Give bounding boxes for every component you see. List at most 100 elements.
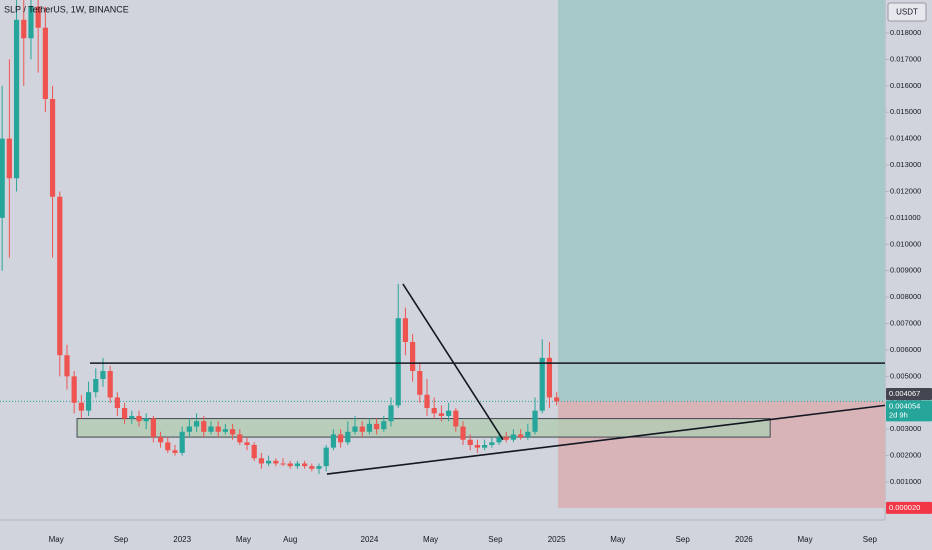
candle-body: [446, 410, 452, 416]
candle-body: [410, 342, 416, 372]
candle-body: [496, 437, 502, 443]
y-tick-label: 0.003000: [890, 424, 921, 433]
y-tick-label: 0.013000: [890, 160, 921, 169]
candle-body: [114, 397, 120, 409]
candle-body: [474, 444, 481, 448]
candle-body: [28, 6, 34, 39]
x-tick-label: May: [423, 535, 438, 544]
candle-body: [49, 99, 56, 197]
candle-body: [215, 426, 221, 432]
unit-box[interactable]: [887, 2, 927, 22]
x-tick-label: May: [798, 535, 813, 544]
candle-body: [431, 408, 437, 414]
candle-body: [85, 392, 92, 411]
candle-body: [21, 19, 27, 39]
x-tick-label: Sep: [676, 535, 691, 544]
y-tick-label: 0.018000: [890, 28, 921, 37]
candle-body: [489, 442, 495, 445]
candle-body: [179, 431, 185, 453]
y-tick-label: 0.014000: [890, 134, 921, 143]
trend-line: [326, 404, 886, 475]
candle-body: [42, 27, 48, 100]
x-tick-label: 2025: [548, 535, 566, 544]
candle-body: [424, 394, 430, 409]
drawings: [0, 0, 885, 508]
candle-body: [503, 437, 509, 440]
candle-body: [193, 421, 200, 427]
countdown: 2d 9h: [889, 410, 908, 419]
candle-body: [273, 460, 279, 464]
candle-body: [251, 444, 257, 459]
candle-body: [366, 423, 373, 432]
candle-body: [78, 402, 84, 411]
y-tick-label: 0.008000: [890, 292, 921, 301]
candle-body: [330, 434, 337, 448]
price-tag: [886, 501, 932, 514]
candle-body: [208, 426, 214, 432]
y-tick-label: 0.001000: [890, 477, 921, 486]
candle-body: [438, 413, 445, 416]
y-tick-label: 0.005000: [890, 371, 921, 380]
candle-body: [554, 397, 560, 402]
candle-body: [93, 378, 99, 393]
x-tick-label: May: [610, 535, 625, 544]
candle-body: [316, 466, 322, 469]
candle-body: [35, 6, 41, 28]
candle-body: [309, 466, 315, 469]
candle-body: [460, 426, 466, 440]
price-axis: [885, 0, 932, 550]
profit-zone: [558, 0, 885, 401]
candle-body: [518, 434, 524, 438]
support-zone: [76, 418, 771, 438]
candle-body: [395, 318, 401, 406]
candle-body: [0, 138, 5, 218]
x-tick-label: Sep: [863, 535, 878, 544]
y-tick-label: 0.017000: [890, 54, 921, 63]
candle-body: [237, 434, 243, 443]
candle-body: [265, 460, 272, 464]
candle-body: [294, 463, 301, 467]
candle-body: [359, 426, 365, 432]
candles: [0, 0, 560, 475]
chart-title: SLP / TetherUS, 1W, BINANCE: [4, 4, 129, 14]
candle-body: [280, 463, 286, 465]
y-tick-label: 0.010000: [890, 239, 921, 248]
price-tag-label: 0.004067: [889, 389, 920, 398]
candle-body: [100, 371, 106, 379]
candle-body: [417, 371, 423, 395]
x-tick-label: 2024: [361, 535, 379, 544]
candle-body: [467, 439, 473, 445]
candle-body: [345, 431, 351, 443]
y-tick-label: 0.002000: [890, 451, 921, 460]
candle-body: [150, 418, 156, 438]
candle-body: [13, 19, 20, 179]
candle-body: [374, 423, 380, 430]
candle-body: [453, 410, 459, 427]
candle-body: [323, 447, 329, 467]
candle-body: [510, 434, 517, 440]
candle-body: [539, 357, 545, 411]
price-tag-label: 0.004054: [889, 401, 920, 410]
unit-label: USDT: [896, 8, 918, 17]
y-tick-label: 0.007000: [890, 318, 921, 327]
price-tag-label: 0.000020: [889, 503, 920, 512]
price-tag: [886, 400, 932, 422]
candle-body: [172, 450, 178, 453]
candle-body: [107, 371, 113, 398]
overlays: [90, 283, 886, 475]
candle-body: [143, 418, 149, 422]
axes: 0.0010000.0020000.0030000.0040000.005000…: [49, 28, 932, 544]
candle-body: [201, 421, 207, 432]
candle-body: [352, 426, 358, 432]
candle-body: [121, 408, 128, 419]
y-tick-label: 0.009000: [890, 266, 921, 275]
candle-body: [165, 442, 171, 451]
candle-body: [57, 196, 63, 356]
candle-body: [287, 463, 293, 467]
candle-body: [157, 437, 164, 443]
candle-body: [546, 357, 553, 398]
x-tick-label: 2023: [173, 535, 191, 544]
price-tag: [886, 387, 932, 400]
candle-body: [338, 434, 344, 443]
x-tick-label: Sep: [114, 535, 129, 544]
